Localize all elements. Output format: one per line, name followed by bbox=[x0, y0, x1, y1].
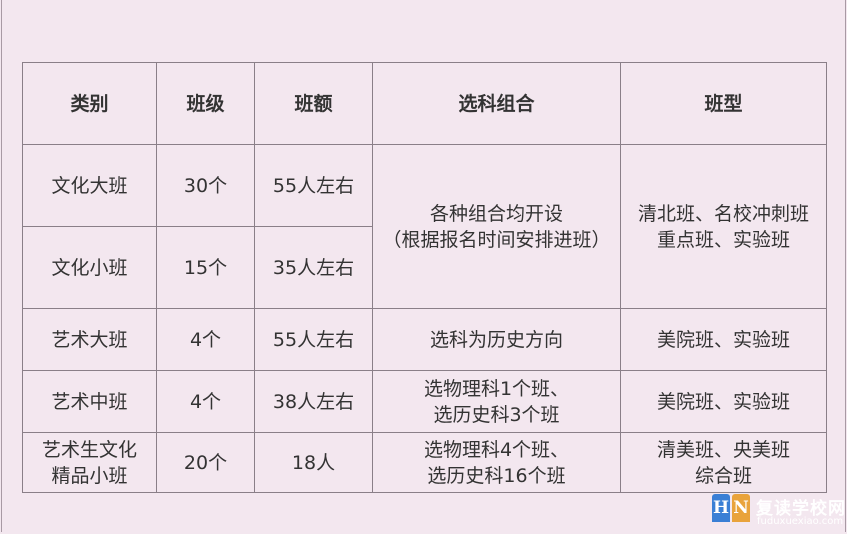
cell-type: 美院班、实验班 bbox=[620, 370, 827, 433]
cell-category: 文化小班 bbox=[22, 226, 157, 309]
header-type: 班型 bbox=[620, 62, 827, 145]
cell-size: 18人 bbox=[254, 432, 373, 493]
cell-subjects: 选物理科4个班、 选历史科16个班 bbox=[372, 432, 621, 493]
text: 重点班、实验班 bbox=[656, 228, 790, 251]
cell-size: 55人左右 bbox=[254, 308, 373, 371]
header-category: 类别 bbox=[22, 62, 157, 145]
header-row: 类别 班级 班额 选科组合 班型 bbox=[22, 62, 827, 145]
text: 选物理科1个班、 bbox=[423, 377, 570, 400]
class-table: 类别 班级 班额 选科组合 班型 文化大班 30个 55人左右 各种组合均开设 （… bbox=[22, 62, 827, 493]
table-row: 艺术中班 4个 38人左右 选物理科1个班、 选历史科3个班 美院班、实验班 bbox=[22, 370, 827, 433]
table-row: 艺术生文化精品小班 20个 18人 选物理科4个班、 选历史科16个班 清美班、央… bbox=[22, 432, 827, 493]
watermark-url: fuduxuexiao.com bbox=[757, 516, 844, 527]
header-classes: 班级 bbox=[156, 62, 255, 145]
hn-logo-icon: H N bbox=[710, 494, 752, 528]
cell-classes: 15个 bbox=[156, 226, 255, 309]
cell-classes: 20个 bbox=[156, 432, 255, 493]
text: 清美班、央美班 bbox=[656, 438, 790, 461]
table-row: 文化大班 30个 55人左右 各种组合均开设 （根据报名时间安排进班） 清北班、名… bbox=[22, 144, 827, 309]
cell-category: 艺术生文化 精品小班 bbox=[22, 432, 157, 493]
text: （根据报名时间安排进班） bbox=[382, 228, 611, 251]
text: 各种组合均开设 bbox=[429, 202, 563, 225]
text: 选历史科3个班 bbox=[433, 403, 560, 426]
cell-subjects-merged: 各种组合均开设 （根据报名时间安排进班） bbox=[372, 144, 621, 309]
cell-subjects: 选科为历史方向 bbox=[372, 308, 621, 371]
text: 精品小班 bbox=[51, 464, 128, 487]
cell-size: 55人左右 bbox=[254, 144, 373, 227]
cell-category: 艺术大班 bbox=[22, 308, 157, 371]
cell-type: 美院班、实验班 bbox=[620, 308, 827, 371]
cell-type: 清美班、央美班 综合班 bbox=[620, 432, 827, 493]
cell-size: 35人左右 bbox=[254, 226, 373, 309]
text: 选历史科16个班 bbox=[427, 464, 566, 487]
cell-category: 艺术中班 bbox=[22, 370, 157, 433]
watermark: H N 复读学校网 fuduxuexiao.com bbox=[710, 492, 847, 532]
cell-subjects: 选物理科1个班、 选历史科3个班 bbox=[372, 370, 621, 433]
table-row: 艺术大班 4个 55人左右 选科为历史方向 美院班、实验班 bbox=[22, 308, 827, 371]
cell-type-merged: 清北班、名校冲刺班 重点班、实验班 bbox=[620, 144, 827, 309]
text: 清北班、名校冲刺班 bbox=[637, 202, 809, 225]
text: 综合班 bbox=[694, 464, 752, 487]
text: 选物理科4个班、 bbox=[423, 438, 570, 461]
logo-n: N bbox=[732, 494, 750, 522]
cell-classes: 4个 bbox=[156, 308, 255, 371]
cell-classes: 4个 bbox=[156, 370, 255, 433]
watermark-name: 复读学校网 bbox=[756, 499, 846, 519]
cell-category: 文化大班 bbox=[22, 144, 157, 227]
logo-h: H bbox=[712, 494, 730, 522]
header-subjects: 选科组合 bbox=[372, 62, 621, 145]
cell-size: 38人左右 bbox=[254, 370, 373, 433]
header-size: 班额 bbox=[254, 62, 373, 145]
text: 艺术生文化 bbox=[41, 438, 137, 461]
table-row: 文化小班 15个 35人左右 bbox=[22, 226, 827, 309]
cell-classes: 30个 bbox=[156, 144, 255, 227]
